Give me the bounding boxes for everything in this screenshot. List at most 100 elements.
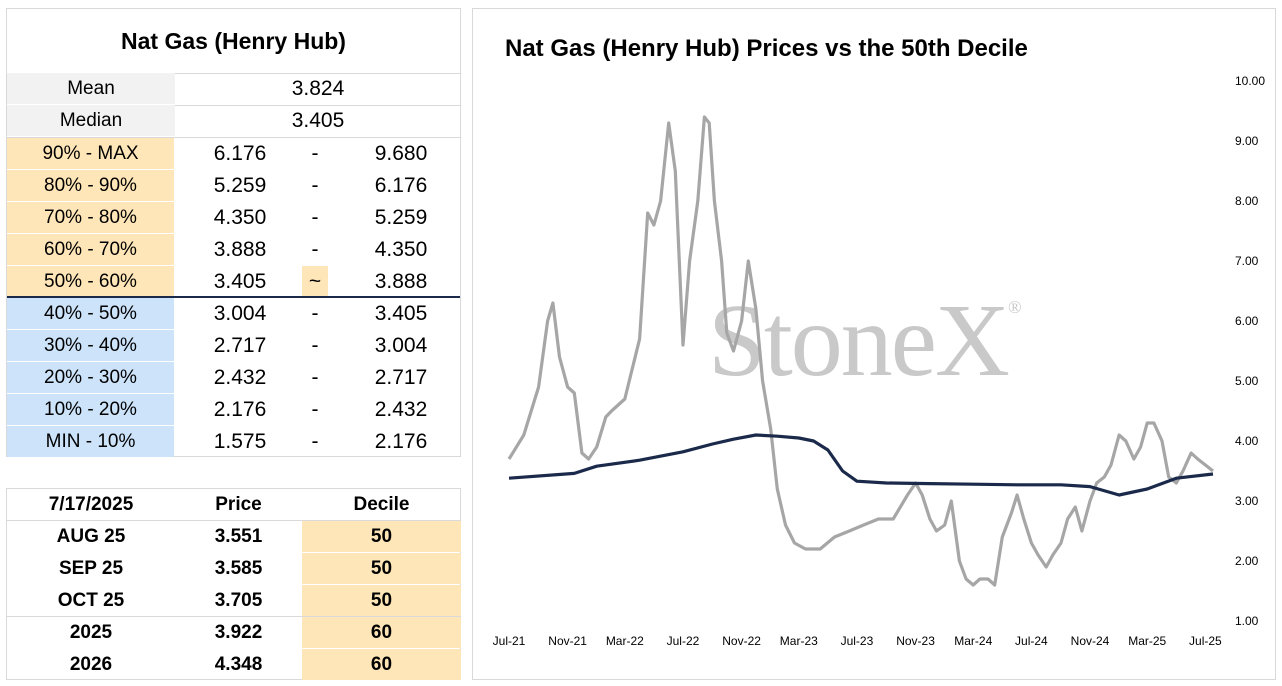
decile-high: 2.432 [374, 398, 428, 421]
decile-low: 6.176 [213, 142, 267, 165]
x-tick-label: Jul-23 [841, 634, 874, 648]
x-tick-label: Jul-24 [1015, 634, 1048, 648]
decile-high: 2.176 [374, 430, 428, 453]
decile-range-label: 70% - 80% [7, 202, 174, 233]
decile-row: 40% - 50% 3.004 - 3.405 [7, 298, 460, 330]
y-tick-label: 3.00 [1235, 494, 1259, 508]
decile-range-label: 60% - 70% [7, 234, 174, 265]
decile-separator: - [311, 238, 319, 261]
median-divider-line [7, 296, 460, 298]
x-tick-label: Jul-21 [493, 634, 526, 648]
y-tick-label: 10.00 [1235, 74, 1265, 88]
decile-high: 3.405 [374, 302, 428, 325]
decile-separator: - [311, 398, 319, 421]
row-divider [7, 616, 460, 617]
decile-range-label: MIN - 10% [7, 426, 174, 457]
x-tick-label: Jul-22 [667, 634, 700, 648]
y-tick-label: 7.00 [1235, 254, 1259, 268]
y-tick-label: 5.00 [1235, 374, 1259, 388]
decile-row-current: 50% - 60% 3.405 ~ 3.888 [7, 266, 460, 298]
price: 3.705 [214, 590, 263, 611]
decile-table-title: Nat Gas (Henry Hub) [121, 28, 346, 54]
decile-row: 70% - 80% 4.350 - 5.259 [7, 202, 460, 234]
futures-table: 7/17/2025 Price Decile AUG 25 3.551 50 S… [6, 488, 461, 680]
decile-high: 4.350 [374, 238, 428, 261]
decile: 50 [302, 553, 461, 584]
decile-separator: - [311, 174, 319, 197]
decile-row: 90% - MAX 6.176 - 9.680 [7, 138, 460, 170]
decile-high: 5.259 [374, 206, 428, 229]
x-tick-label: Nov-21 [548, 634, 587, 648]
decile-range-label: 50% - 60% [7, 266, 174, 297]
decile-row: 60% - 70% 3.888 - 4.350 [7, 234, 460, 266]
decile-range-label: 30% - 40% [7, 330, 174, 361]
decile-low: 5.259 [213, 174, 267, 197]
row-divider [7, 137, 460, 138]
decile-separator: - [311, 142, 319, 165]
registered-mark: ® [1008, 297, 1022, 317]
contract: 2026 [69, 654, 113, 675]
mean-row: Mean 3.824 [7, 73, 460, 105]
futures-row: SEP 25 3.585 50 [7, 553, 461, 585]
decile-high: 3.888 [374, 270, 428, 293]
contract: 2025 [69, 622, 113, 643]
x-tick-label: Mar-22 [606, 634, 644, 648]
decile-high: 2.717 [374, 366, 428, 389]
decile-low: 1.575 [213, 430, 267, 453]
row-divider [7, 73, 460, 74]
decile: 60 [302, 617, 461, 648]
x-tick-label: Nov-23 [896, 634, 935, 648]
decile-separator: - [311, 334, 319, 357]
decile-range-label: 90% - MAX [7, 138, 174, 169]
date-header: 7/17/2025 [48, 494, 134, 515]
row-divider [7, 520, 460, 521]
decile-separator: - [311, 366, 319, 389]
decile-row: 30% - 40% 2.717 - 3.004 [7, 330, 460, 362]
decile-low: 2.432 [213, 366, 267, 389]
futures-header-row: 7/17/2025 Price Decile [7, 489, 460, 521]
decile-separator: ~ [302, 266, 328, 297]
decile-range-label: 80% - 90% [7, 170, 174, 201]
decile-row: 80% - 90% 5.259 - 6.176 [7, 170, 460, 202]
median-label: Median [7, 105, 175, 136]
decile-low: 3.004 [213, 302, 267, 325]
price: 3.922 [214, 622, 263, 643]
decile: 50 [302, 585, 461, 616]
decile-low: 2.717 [213, 334, 267, 357]
decile-row: 20% - 30% 2.432 - 2.717 [7, 362, 460, 394]
x-tick-label: Mar-23 [780, 634, 818, 648]
price-chart: Nat Gas (Henry Hub) Prices vs the 50th D… [472, 8, 1276, 680]
y-tick-label: 9.00 [1235, 134, 1259, 148]
chart-plot-area: 1.00 2.00 3.00 4.00 5.00 6.00 7.00 8.00 9.00 10.0… [493, 74, 1266, 648]
decile-low: 2.176 [213, 398, 267, 421]
mean-label: Mean [7, 73, 175, 104]
decile-high: 9.680 [374, 142, 428, 165]
row-divider [7, 105, 460, 106]
decile-low: 3.888 [213, 238, 267, 261]
x-tick-label: Mar-24 [954, 634, 992, 648]
futures-row: 2026 4.348 60 [7, 649, 461, 681]
contract: SEP 25 [58, 558, 124, 579]
contract: OCT 25 [57, 590, 125, 611]
price: 3.585 [214, 558, 263, 579]
x-tick-label: Jul-25 [1189, 634, 1222, 648]
y-tick-label: 6.00 [1235, 314, 1259, 328]
decile: 50 [302, 521, 461, 552]
decile-row: 10% - 20% 2.176 - 2.432 [7, 394, 460, 426]
x-tick-label: Nov-24 [1071, 634, 1110, 648]
y-tick-label: 2.00 [1235, 554, 1259, 568]
decile-50-series-line [508, 433, 1214, 497]
contract: AUG 25 [56, 526, 126, 547]
x-tick-label: Mar-25 [1128, 634, 1166, 648]
price: 3.551 [214, 526, 263, 547]
x-tick-label: Nov-22 [722, 634, 761, 648]
decile-low: 4.350 [213, 206, 267, 229]
decile-header: Decile [353, 494, 410, 515]
decile-separator: - [311, 430, 319, 453]
decile-high: 6.176 [374, 174, 428, 197]
decile-range-label: 10% - 20% [7, 394, 174, 425]
median-value: 3.405 [291, 109, 345, 132]
y-tick-label: 1.00 [1235, 614, 1259, 628]
price: 4.348 [214, 654, 263, 675]
price-series-line [507, 115, 1214, 587]
